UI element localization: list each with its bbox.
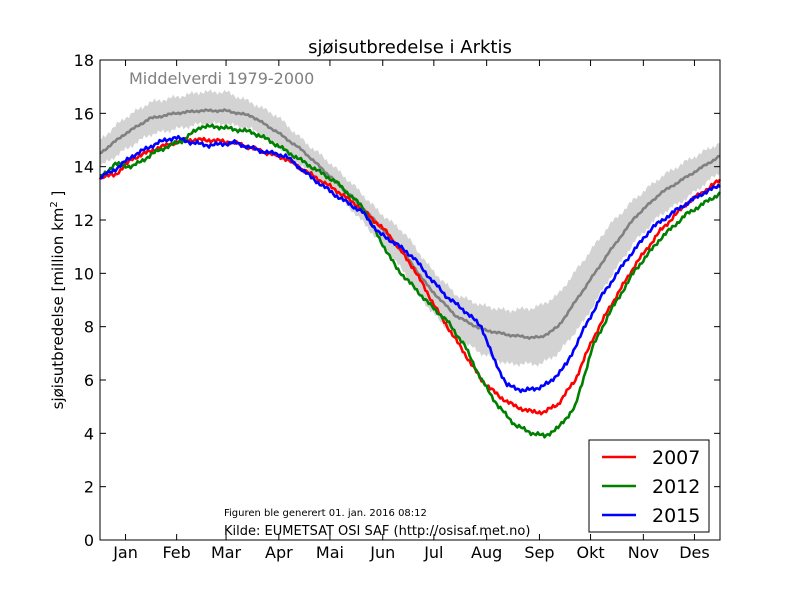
x-tick-label-okt: Okt (576, 543, 604, 562)
x-tick-label-mai: Mai (316, 543, 344, 562)
series-line-2012 (99, 123, 722, 439)
y-tick-label: 10 (74, 264, 94, 283)
y-tick-label: 14 (74, 158, 94, 177)
x-axis-ticks: Jan Feb Mar Apr Mai Jun Jul Aug Sep Okt Nov Des (112, 60, 710, 562)
y-axis-ticks: 0 2 4 6 8 10 12 14 16 18 (74, 51, 720, 550)
series-layer (98, 108, 722, 439)
legend-label-2012: 2012 (652, 476, 700, 498)
series-line-2007 (98, 136, 722, 416)
range-band (100, 89, 720, 368)
source-annotation: Kilde: EUMETSAT OSI SAF (http://osisaf.m… (224, 524, 530, 539)
y-tick-label: 16 (74, 104, 94, 123)
x-tick-label-jul: Jul (423, 543, 443, 562)
x-tick-label-nov: Nov (628, 543, 659, 562)
series-line-middelverdi-1979-2000 (99, 108, 721, 340)
x-tick-label-jan: Jan (112, 543, 138, 562)
y-tick-label: 12 (74, 211, 94, 230)
x-tick-label-aug: Aug (471, 543, 502, 562)
y-tick-label: 4 (84, 424, 94, 443)
y-tick-label: 6 (84, 371, 94, 390)
plot-frame (99, 59, 721, 541)
y-tick-label: 2 (84, 478, 94, 497)
x-tick-label-jun: Jun (369, 543, 395, 562)
y-axis-label: sjøisutbredelse [million km2 ] (49, 191, 67, 410)
x-tick-label-des: Des (679, 543, 710, 562)
y-tick-label: 18 (74, 51, 94, 70)
legend-label-2015: 2015 (652, 505, 700, 527)
range-band-layer (100, 89, 720, 368)
generated-annotation: Figuren ble generert 01. jan. 2016 08:12 (224, 508, 427, 519)
x-tick-label-sep: Sep (524, 543, 554, 562)
x-tick-label-feb: Feb (162, 543, 190, 562)
series-line-2015 (99, 134, 721, 394)
y-tick-label: 8 (84, 318, 94, 337)
legend-label-2007: 2007 (652, 447, 700, 469)
mean-annotation: Middelverdi 1979-2000 (129, 69, 314, 88)
x-tick-label-apr: Apr (265, 543, 293, 562)
chart-title: sjøisutbredelse i Arktis (308, 37, 512, 58)
legend: 2007 2012 2015 (588, 439, 710, 533)
x-tick-label-mar: Mar (211, 543, 242, 562)
y-tick-label: 0 (84, 531, 94, 550)
